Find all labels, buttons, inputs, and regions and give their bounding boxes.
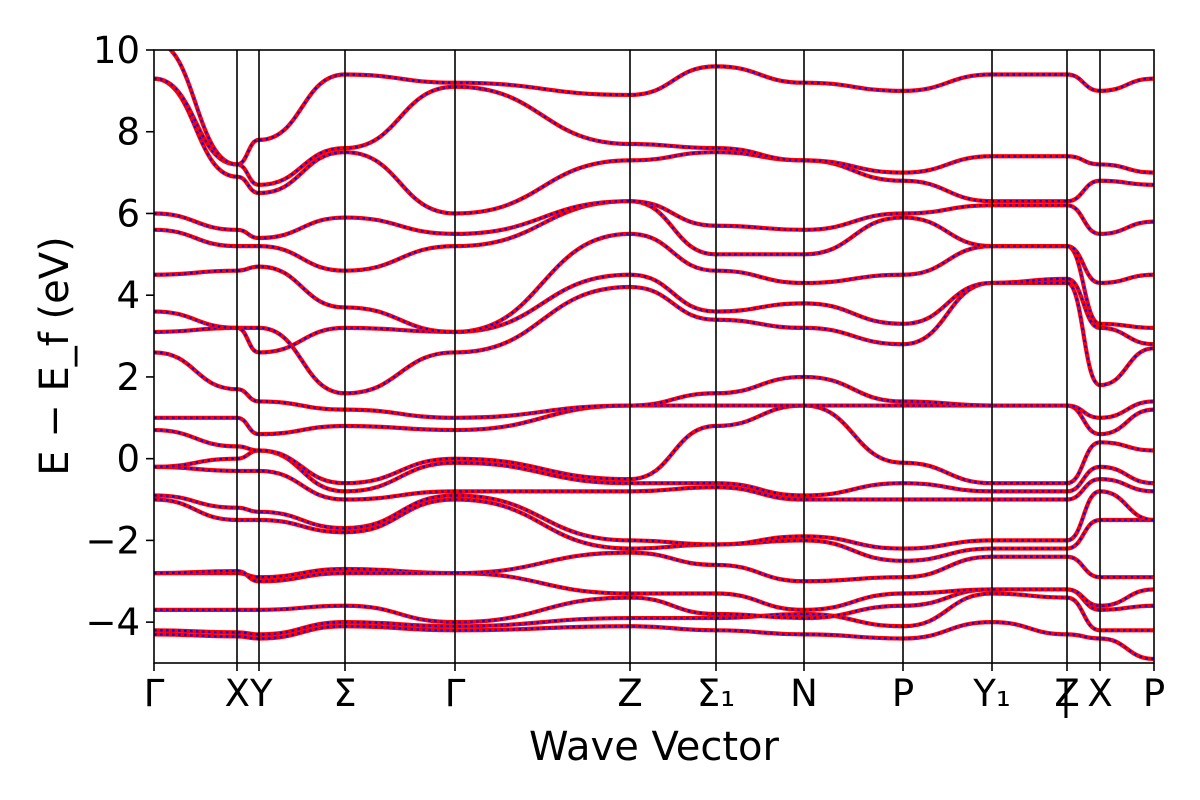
plot-frame xyxy=(153,49,1155,664)
x-tick-label: Γ xyxy=(445,672,466,715)
band-line-blue xyxy=(169,50,1154,166)
y-axis-title: E − E_f (eV) xyxy=(32,236,78,475)
band-line-red xyxy=(154,403,1154,486)
x-tick-label: Y₁ xyxy=(972,672,1010,715)
y-tick-label: −2 xyxy=(85,519,140,562)
x-tick-label: P xyxy=(892,672,914,715)
segment-break-label: | xyxy=(1060,675,1072,718)
x-tick-label: Y xyxy=(249,672,273,715)
band-line-blue xyxy=(154,498,1154,562)
x-tick-label: X xyxy=(1087,672,1112,715)
bands-layer xyxy=(154,50,1154,662)
y-axis-ticks: −4 −2 0 2 4 6 8 10 xyxy=(85,29,154,644)
band-line-blue xyxy=(154,449,1154,497)
y-tick-label: 0 xyxy=(116,438,140,481)
y-tick-label: 2 xyxy=(116,356,140,399)
x-axis-title: Wave Vector xyxy=(529,724,780,770)
band-line-red xyxy=(154,199,1154,286)
band-line-blue xyxy=(154,588,1154,624)
band-line-red xyxy=(154,199,1154,241)
y-tick-label: 4 xyxy=(116,274,140,317)
band-line-blue xyxy=(154,200,1154,285)
band-line-blue xyxy=(154,490,1154,550)
x-tick-label: Γ xyxy=(144,672,165,715)
band-line-red xyxy=(154,497,1154,563)
band-line-red xyxy=(154,550,1154,584)
band-line-blue xyxy=(154,551,1154,583)
high-symmetry-lines xyxy=(236,50,1101,663)
band-line-red xyxy=(154,464,1154,502)
y-tick-label: 8 xyxy=(116,111,140,154)
band-line-red xyxy=(154,566,1154,612)
band-line-blue xyxy=(154,273,1154,354)
band-line-blue xyxy=(154,592,1154,636)
y-tick-label: −4 xyxy=(85,601,140,644)
y-tick-label: 6 xyxy=(116,192,140,235)
band-line-blue xyxy=(154,200,1154,240)
x-tick-label: Σ xyxy=(333,672,356,715)
band-line-blue xyxy=(154,621,1154,661)
x-tick-label: P xyxy=(1143,672,1165,715)
band-line-blue xyxy=(154,351,1154,419)
x-tick-label: Z xyxy=(1054,672,1079,715)
band-line-blue xyxy=(154,404,1154,436)
x-axis-ticks: Γ X Y Σ Γ Z Σ₁ N P Y₁ Z X P| xyxy=(144,663,1165,718)
x-tick-label: X xyxy=(225,672,250,715)
x-tick-label: Z xyxy=(617,672,642,715)
x-tick-label: Σ₁ xyxy=(697,672,735,715)
x-tick-label: N xyxy=(790,672,818,715)
y-tick-label: 10 xyxy=(93,29,140,72)
